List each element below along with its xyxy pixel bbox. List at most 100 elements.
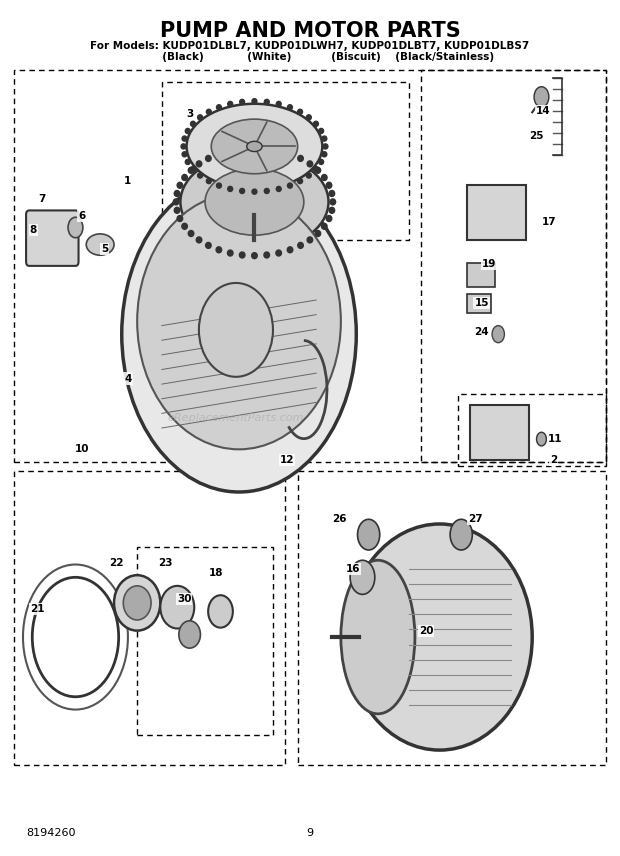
Ellipse shape — [307, 161, 312, 167]
Text: 21: 21 — [30, 603, 45, 614]
Circle shape — [534, 86, 549, 107]
Ellipse shape — [277, 101, 281, 106]
Ellipse shape — [205, 169, 304, 235]
Text: 30: 30 — [177, 594, 192, 603]
Circle shape — [450, 520, 472, 550]
Text: 27: 27 — [468, 514, 483, 524]
Ellipse shape — [228, 187, 232, 192]
Ellipse shape — [181, 144, 186, 149]
Ellipse shape — [315, 167, 321, 173]
Ellipse shape — [216, 151, 221, 157]
Text: 10: 10 — [74, 444, 89, 455]
FancyBboxPatch shape — [467, 294, 491, 312]
Ellipse shape — [161, 586, 194, 628]
Text: 14: 14 — [536, 105, 551, 116]
Ellipse shape — [197, 237, 202, 243]
Ellipse shape — [180, 153, 329, 251]
Ellipse shape — [211, 119, 298, 174]
Ellipse shape — [190, 166, 195, 171]
Text: 25: 25 — [529, 131, 543, 141]
Text: 3: 3 — [186, 109, 193, 119]
Text: 8194260: 8194260 — [26, 829, 76, 838]
Ellipse shape — [306, 115, 311, 120]
Ellipse shape — [252, 253, 257, 259]
Ellipse shape — [322, 152, 327, 157]
Ellipse shape — [228, 148, 233, 154]
Ellipse shape — [264, 188, 269, 193]
Ellipse shape — [276, 250, 281, 256]
Ellipse shape — [329, 191, 335, 197]
Ellipse shape — [264, 252, 270, 258]
Text: 23: 23 — [157, 558, 172, 568]
Ellipse shape — [240, 188, 245, 193]
Text: 4: 4 — [124, 373, 131, 383]
Ellipse shape — [347, 524, 532, 750]
Circle shape — [536, 432, 546, 446]
Ellipse shape — [341, 560, 415, 714]
Ellipse shape — [240, 99, 245, 104]
Ellipse shape — [199, 283, 273, 377]
Ellipse shape — [123, 586, 151, 620]
Ellipse shape — [190, 122, 195, 127]
Text: 11: 11 — [548, 434, 562, 444]
Text: 15: 15 — [474, 298, 489, 307]
Ellipse shape — [319, 128, 324, 134]
Ellipse shape — [182, 223, 187, 229]
Ellipse shape — [298, 179, 303, 184]
Ellipse shape — [326, 216, 332, 222]
Text: 8: 8 — [30, 225, 37, 235]
Text: 24: 24 — [474, 328, 489, 337]
Ellipse shape — [179, 621, 200, 648]
Ellipse shape — [216, 247, 221, 253]
Ellipse shape — [330, 199, 335, 205]
Ellipse shape — [182, 175, 187, 181]
Text: 20: 20 — [418, 626, 433, 636]
Text: 1: 1 — [124, 175, 131, 186]
Ellipse shape — [187, 104, 322, 189]
Ellipse shape — [315, 230, 321, 236]
Circle shape — [350, 560, 375, 594]
Ellipse shape — [264, 99, 269, 104]
Text: 12: 12 — [280, 455, 294, 466]
Ellipse shape — [287, 247, 293, 253]
Ellipse shape — [252, 189, 257, 194]
Ellipse shape — [185, 128, 190, 134]
Text: 5: 5 — [101, 244, 108, 254]
Ellipse shape — [177, 182, 183, 188]
Ellipse shape — [239, 252, 245, 258]
Ellipse shape — [329, 207, 335, 213]
Ellipse shape — [206, 242, 211, 248]
Ellipse shape — [174, 191, 180, 197]
Ellipse shape — [208, 595, 233, 627]
Ellipse shape — [122, 176, 356, 492]
Ellipse shape — [288, 183, 293, 188]
Ellipse shape — [314, 166, 319, 171]
Ellipse shape — [216, 104, 221, 110]
Text: 17: 17 — [542, 217, 557, 227]
Ellipse shape — [298, 156, 303, 162]
FancyBboxPatch shape — [471, 405, 529, 461]
Ellipse shape — [173, 199, 179, 205]
Ellipse shape — [288, 104, 293, 110]
Ellipse shape — [307, 237, 312, 243]
Ellipse shape — [326, 182, 332, 188]
Text: For Models: KUDP01DLBL7, KUDP01DLWH7, KUDP01DLBT7, KUDP01DLBS7: For Models: KUDP01DLBL7, KUDP01DLWH7, KU… — [91, 41, 529, 51]
Text: 19: 19 — [482, 259, 496, 269]
Ellipse shape — [322, 223, 327, 229]
Ellipse shape — [198, 173, 203, 178]
Ellipse shape — [206, 156, 211, 162]
Ellipse shape — [323, 144, 328, 149]
Circle shape — [358, 520, 379, 550]
Ellipse shape — [206, 179, 211, 184]
FancyBboxPatch shape — [467, 264, 495, 288]
Ellipse shape — [322, 136, 327, 141]
Text: 18: 18 — [209, 568, 223, 578]
Text: 22: 22 — [109, 558, 123, 568]
Text: 6: 6 — [78, 211, 86, 222]
Ellipse shape — [188, 230, 194, 236]
Text: PUMP AND MOTOR PARTS: PUMP AND MOTOR PARTS — [159, 21, 461, 41]
Ellipse shape — [86, 234, 114, 255]
Ellipse shape — [216, 183, 221, 188]
Ellipse shape — [174, 207, 180, 213]
Ellipse shape — [137, 193, 341, 449]
